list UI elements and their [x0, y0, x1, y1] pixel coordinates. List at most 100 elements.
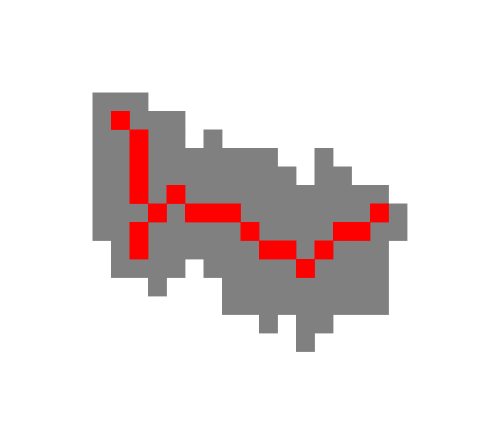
grid-cell — [296, 277, 315, 297]
grid-cell — [129, 92, 149, 112]
grid-cell — [203, 185, 223, 204]
grid-cell — [129, 259, 149, 278]
grid-cell — [148, 111, 167, 130]
path-cell — [259, 240, 278, 260]
grid-cell — [351, 277, 371, 297]
grid-cell — [259, 314, 278, 334]
grid-cell — [148, 185, 167, 204]
grid-cell — [111, 259, 130, 278]
grid-cell — [92, 203, 112, 223]
grid-cell — [296, 185, 315, 204]
grid-cell — [351, 203, 371, 223]
grid-cell — [92, 222, 112, 241]
grid-cell — [314, 222, 334, 241]
path-cell — [129, 222, 149, 241]
grid-cell — [240, 203, 260, 223]
path-cell — [351, 222, 371, 241]
grid-cell — [148, 166, 167, 186]
grid-cell — [333, 277, 352, 297]
grid-cell — [203, 166, 223, 186]
path-cell — [129, 185, 149, 204]
grid-cell — [277, 259, 297, 278]
grid-cell — [333, 166, 352, 186]
path-cell — [333, 222, 352, 241]
grid-cell — [333, 296, 352, 315]
grid-cell — [240, 148, 260, 167]
grid-cell — [111, 185, 130, 204]
grid-cell — [148, 277, 167, 297]
grid-cell — [111, 129, 130, 149]
grid-cell — [388, 203, 408, 223]
grid-cell — [203, 148, 223, 167]
grid-cell — [259, 148, 278, 167]
grid-cell — [111, 166, 130, 186]
path-cell — [277, 240, 297, 260]
grid-cell — [111, 203, 130, 223]
grid-cell — [148, 129, 167, 149]
grid-cell — [370, 222, 389, 241]
grid-cell — [222, 296, 241, 315]
grid-cell — [351, 296, 371, 315]
grid-cell — [203, 259, 223, 278]
grid-cell — [166, 203, 186, 223]
grid-cell — [92, 129, 112, 149]
grid-cell — [388, 222, 408, 241]
path-cell — [129, 148, 149, 167]
grid-cell — [185, 148, 204, 167]
grid-cell — [111, 92, 130, 112]
grid-cell — [222, 222, 241, 241]
grid-cell — [111, 240, 130, 260]
grid-cell — [92, 92, 112, 112]
grid-cell — [166, 259, 186, 278]
grid-cell — [259, 259, 278, 278]
grid-cell — [277, 296, 297, 315]
grid-cell — [314, 166, 334, 186]
grid-cell — [203, 222, 223, 241]
path-cell — [166, 185, 186, 204]
grid-cell — [166, 222, 186, 241]
grid-cell — [277, 203, 297, 223]
grid-cell — [92, 111, 112, 130]
grid-cell — [259, 222, 278, 241]
grid-cell — [92, 148, 112, 167]
grid-cell — [148, 259, 167, 278]
grid-cell — [277, 222, 297, 241]
grid-cell — [314, 148, 334, 167]
grid-cell — [296, 333, 315, 352]
grid-cell — [148, 240, 167, 260]
grid-cell — [333, 203, 352, 223]
grid-cell — [92, 166, 112, 186]
grid-cell — [222, 277, 241, 297]
grid-cell — [148, 222, 167, 241]
grid-cell — [259, 277, 278, 297]
grid-cell — [259, 185, 278, 204]
grid-cell — [370, 296, 389, 315]
grid-cell — [314, 203, 334, 223]
grid-cell — [314, 185, 334, 204]
grid-cell — [296, 203, 315, 223]
grid-cell — [277, 166, 297, 186]
grid-cell — [351, 240, 371, 260]
grid-cell — [296, 240, 315, 260]
grid-cell — [166, 129, 186, 149]
grid-cell — [185, 166, 204, 186]
path-cell — [240, 222, 260, 241]
path-cell — [296, 259, 315, 278]
path-cell — [203, 203, 223, 223]
grid-cell — [111, 148, 130, 167]
grid-cell — [166, 166, 186, 186]
grid-cell — [314, 296, 334, 315]
grid-cell — [185, 240, 204, 260]
grid-cell — [222, 259, 241, 278]
grid-cell — [240, 166, 260, 186]
grid-cell — [351, 259, 371, 278]
grid-cell — [222, 240, 241, 260]
path-cell — [111, 111, 130, 130]
grid-cell — [240, 277, 260, 297]
path-cell — [129, 166, 149, 186]
grid-cell — [370, 185, 389, 204]
path-cell — [129, 129, 149, 149]
grid-cell — [296, 222, 315, 241]
grid-cell — [351, 185, 371, 204]
